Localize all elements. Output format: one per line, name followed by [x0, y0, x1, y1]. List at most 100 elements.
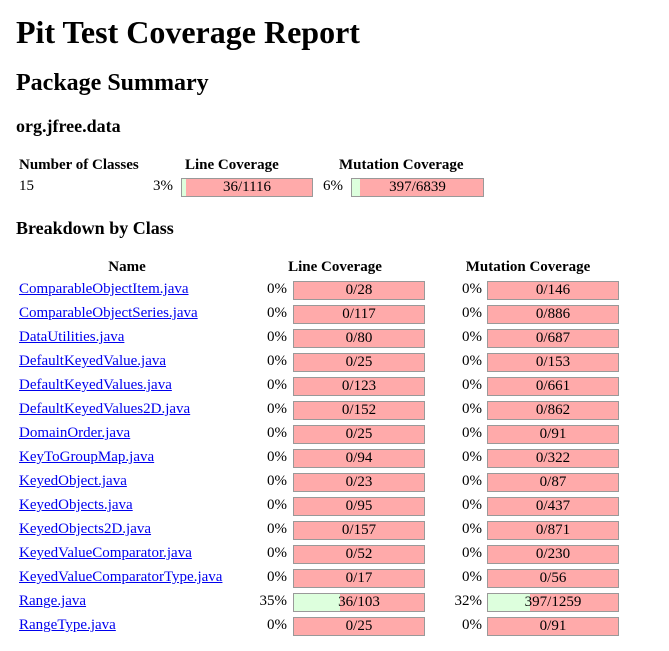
mutation-covered-fill — [488, 594, 530, 611]
class-link[interactable]: DefaultKeyedValue.java — [19, 353, 167, 369]
line-coverage-ratio: 0/152 — [341, 402, 377, 418]
class-link[interactable]: KeyedValueComparator.java — [19, 545, 192, 561]
line-coverage-percent: 35% — [259, 593, 288, 609]
summary-mutation-covered-fill — [352, 179, 360, 196]
line-coverage-percent: 0% — [267, 425, 287, 441]
summary-line-ratio: 36/1116 — [222, 179, 272, 195]
line-coverage-ratio: 0/23 — [345, 474, 373, 490]
line-coverage-ratio: 0/123 — [341, 378, 377, 394]
mutation-coverage-ratio: 0/322 — [535, 450, 571, 466]
line-coverage-ratio: 0/94 — [345, 450, 373, 466]
line-coverage-ratio: 0/95 — [345, 498, 373, 514]
mutation-coverage-ratio: 0/146 — [535, 282, 571, 298]
line-coverage-bar: 0/157 — [293, 521, 425, 540]
mutation-coverage-percent: 0% — [462, 281, 482, 297]
mutation-coverage-bar: 0/886 — [487, 305, 619, 324]
line-coverage-percent: 0% — [267, 545, 287, 561]
class-link[interactable]: KeyedObjects2D.java — [19, 521, 152, 537]
column-header-mutation: Mutation Coverage — [465, 259, 591, 275]
package-summary-heading: Package Summary — [16, 70, 209, 96]
mutation-coverage-percent: 0% — [462, 377, 482, 393]
mutation-coverage-bar: 0/153 — [487, 353, 619, 372]
summary-class-count: 15 — [19, 178, 34, 194]
class-link[interactable]: ComparableObjectItem.java — [19, 281, 189, 297]
summary-header-mutation: Mutation Coverage — [339, 157, 464, 173]
mutation-coverage-percent: 0% — [462, 617, 482, 633]
line-coverage-percent: 0% — [267, 401, 287, 417]
mutation-coverage-ratio: 0/91 — [539, 618, 567, 634]
mutation-coverage-bar: 0/871 — [487, 521, 619, 540]
mutation-coverage-bar: 397/1259 — [487, 593, 619, 612]
mutation-coverage-bar: 0/437 — [487, 497, 619, 516]
mutation-coverage-bar: 0/661 — [487, 377, 619, 396]
mutation-coverage-percent: 0% — [462, 401, 482, 417]
mutation-coverage-percent: 32% — [454, 593, 483, 609]
line-coverage-percent: 0% — [267, 521, 287, 537]
class-link[interactable]: DomainOrder.java — [19, 425, 131, 441]
summary-line-percent: 3% — [153, 178, 173, 194]
line-coverage-percent: 0% — [267, 305, 287, 321]
mutation-coverage-ratio: 0/871 — [535, 522, 571, 538]
class-link[interactable]: ComparableObjectSeries.java — [19, 305, 198, 321]
line-coverage-bar: 0/80 — [293, 329, 425, 348]
mutation-coverage-percent: 0% — [462, 305, 482, 321]
line-coverage-percent: 0% — [267, 473, 287, 489]
class-link[interactable]: KeyedValueComparatorType.java — [19, 569, 223, 585]
line-coverage-ratio: 36/103 — [338, 594, 380, 610]
mutation-coverage-bar: 0/230 — [487, 545, 619, 564]
mutation-coverage-ratio: 0/862 — [535, 402, 571, 418]
class-link[interactable]: DefaultKeyedValues.java — [19, 377, 172, 393]
mutation-coverage-percent: 0% — [462, 521, 482, 537]
mutation-coverage-ratio: 0/230 — [535, 546, 571, 562]
line-coverage-percent: 0% — [267, 449, 287, 465]
class-link[interactable]: RangeType.java — [19, 617, 116, 633]
class-link[interactable]: KeyToGroupMap.java — [19, 449, 155, 465]
line-coverage-bar: 0/52 — [293, 545, 425, 564]
class-link[interactable]: KeyedObjects.java — [19, 497, 133, 513]
mutation-coverage-ratio: 0/661 — [535, 378, 571, 394]
mutation-coverage-percent: 0% — [462, 473, 482, 489]
mutation-coverage-percent: 0% — [462, 545, 482, 561]
class-link[interactable]: Range.java — [19, 593, 87, 609]
line-coverage-bar: 0/123 — [293, 377, 425, 396]
line-coverage-bar: 0/17 — [293, 569, 425, 588]
line-coverage-bar: 0/28 — [293, 281, 425, 300]
class-link[interactable]: KeyedObject.java — [19, 473, 127, 489]
line-coverage-ratio: 0/25 — [345, 354, 373, 370]
mutation-coverage-percent: 0% — [462, 329, 482, 345]
line-coverage-bar: 0/25 — [293, 353, 425, 372]
mutation-coverage-percent: 0% — [462, 425, 482, 441]
summary-mutation-ratio: 397/6839 — [389, 179, 446, 195]
mutation-coverage-ratio: 0/437 — [535, 498, 571, 514]
line-coverage-bar: 0/152 — [293, 401, 425, 420]
mutation-coverage-ratio: 0/91 — [539, 426, 567, 442]
mutation-coverage-ratio: 0/153 — [535, 354, 571, 370]
line-coverage-ratio: 0/25 — [345, 426, 373, 442]
mutation-coverage-bar: 0/91 — [487, 425, 619, 444]
line-coverage-ratio: 0/157 — [341, 522, 377, 538]
mutation-coverage-bar: 0/146 — [487, 281, 619, 300]
line-coverage-bar: 0/94 — [293, 449, 425, 468]
mutation-coverage-bar: 0/87 — [487, 473, 619, 492]
line-coverage-ratio: 0/28 — [345, 282, 373, 298]
package-name: org.jfree.data — [16, 116, 121, 136]
line-coverage-percent: 0% — [267, 617, 287, 633]
summary-header-classes: Number of Classes — [19, 157, 139, 173]
mutation-coverage-percent: 0% — [462, 569, 482, 585]
mutation-coverage-ratio: 397/1259 — [524, 594, 582, 610]
mutation-coverage-percent: 0% — [462, 353, 482, 369]
line-coverage-ratio: 0/117 — [342, 306, 376, 322]
line-coverage-bar: 0/25 — [293, 425, 425, 444]
class-link[interactable]: DefaultKeyedValues2D.java — [19, 401, 191, 417]
line-coverage-ratio: 0/52 — [345, 546, 373, 562]
page-title: Pit Test Coverage Report — [16, 14, 360, 50]
line-coverage-ratio: 0/17 — [345, 570, 373, 586]
line-covered-fill — [294, 594, 340, 611]
column-header-name: Name — [108, 259, 146, 275]
class-link[interactable]: DataUtilities.java — [19, 329, 125, 345]
line-coverage-bar: 0/23 — [293, 473, 425, 492]
summary-mutation-percent: 6% — [323, 178, 343, 194]
line-coverage-percent: 0% — [267, 353, 287, 369]
mutation-coverage-bar: 0/862 — [487, 401, 619, 420]
summary-line-covered-fill — [182, 179, 187, 196]
